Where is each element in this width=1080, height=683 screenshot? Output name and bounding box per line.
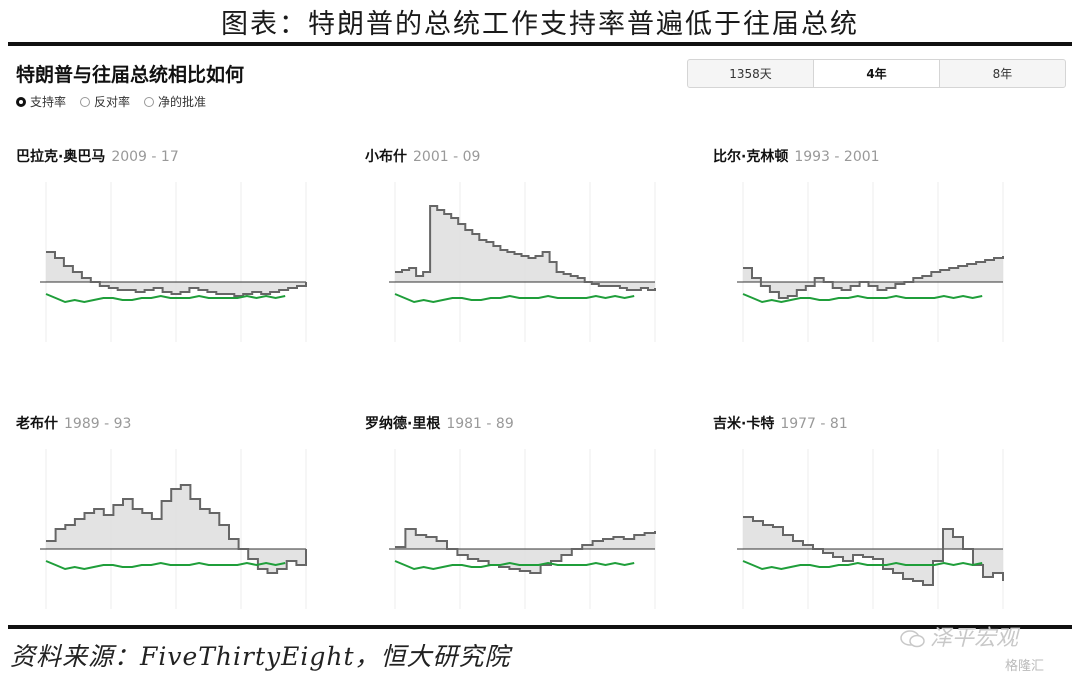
president-years: 1989 - 93 bbox=[64, 416, 132, 432]
chart-carter bbox=[737, 449, 1004, 609]
president-name: 老布什 bbox=[16, 416, 58, 432]
legend-net-label: 净的批准 bbox=[158, 95, 207, 109]
panel-bush-sr: 老布什 1989 - 93 bbox=[16, 413, 336, 633]
president-approval-line bbox=[395, 205, 656, 291]
legend-disapprove-label: 反对率 bbox=[94, 95, 131, 109]
chart-obama bbox=[40, 182, 307, 342]
president-years: 1993 - 2001 bbox=[794, 149, 880, 165]
president-approval-line bbox=[743, 516, 1004, 586]
wechat-icon bbox=[900, 630, 925, 648]
chart-bush bbox=[389, 182, 656, 342]
president-name: 巴拉克·奥巴马 bbox=[16, 149, 106, 165]
president-name: 小布什 bbox=[365, 149, 407, 165]
watermark: 泽平宏观 bbox=[900, 620, 1018, 652]
gap-fill-area bbox=[395, 529, 655, 573]
gap-fill-area bbox=[46, 485, 306, 573]
trump-approval-line bbox=[742, 293, 983, 304]
panel-carter: 吉米·卡特 1977 - 81 bbox=[713, 413, 1033, 633]
chart-bush-sr bbox=[40, 449, 307, 609]
watermark-secondary: 格隆汇 bbox=[1005, 659, 1045, 674]
panel-clinton: 比尔·克林顿 1993 - 2001 bbox=[713, 146, 1033, 366]
bottom-rule bbox=[8, 625, 1072, 629]
panel-header: 老布什 1989 - 93 bbox=[16, 413, 131, 433]
president-name: 罗纳德·里根 bbox=[365, 416, 441, 432]
time-range-tabs: 1358天 4年 8年 bbox=[687, 59, 1066, 88]
president-approval-line bbox=[46, 251, 307, 297]
panel-header: 比尔·克林顿 1993 - 2001 bbox=[713, 146, 880, 166]
trump-approval-line bbox=[394, 293, 635, 304]
trump-approval-line bbox=[742, 560, 983, 571]
president-years: 1981 - 89 bbox=[446, 416, 514, 432]
panel-bush: 小布什 2001 - 09 bbox=[365, 146, 685, 366]
section-title: 特朗普与往届总统相比如何 bbox=[16, 64, 245, 86]
radio-disapprove-icon[interactable] bbox=[80, 96, 91, 107]
legend: 支持率 反对率 净的批准 bbox=[16, 93, 206, 110]
source-note: 资料来源：FiveThirtyEight，恒大研究院 bbox=[10, 642, 511, 671]
president-name: 比尔·克林顿 bbox=[713, 149, 789, 165]
figure-title: 图表：特朗普的总统工作支持率普遍低于往届总统 bbox=[221, 9, 859, 40]
top-rule bbox=[8, 42, 1072, 46]
panel-header: 小布什 2001 - 09 bbox=[365, 146, 480, 166]
gap-fill-area bbox=[395, 206, 655, 290]
president-years: 2009 - 17 bbox=[111, 149, 179, 165]
legend-approve-label: 支持率 bbox=[30, 95, 67, 109]
trump-approval-line bbox=[45, 293, 286, 304]
panel-reagan: 罗纳德·里根 1981 - 89 bbox=[365, 413, 685, 633]
tab-8-years[interactable]: 8年 bbox=[992, 67, 1013, 81]
president-years: 1977 - 81 bbox=[780, 416, 848, 432]
president-approval-line bbox=[46, 484, 307, 574]
legend-approve[interactable]: 支持率 bbox=[16, 93, 66, 110]
legend-net[interactable]: 净的批准 bbox=[144, 93, 206, 110]
gap-fill-area bbox=[743, 256, 1003, 298]
president-approval-line bbox=[743, 256, 1004, 299]
trump-approval-line bbox=[45, 560, 286, 571]
panel-header: 罗纳德·里根 1981 - 89 bbox=[365, 413, 514, 433]
panel-header: 巴拉克·奥巴马 2009 - 17 bbox=[16, 146, 179, 166]
tab-1358-days[interactable]: 1358天 bbox=[688, 60, 814, 87]
chart-clinton bbox=[737, 182, 1004, 342]
panel-header: 吉米·卡特 1977 - 81 bbox=[713, 413, 848, 433]
president-name: 吉米·卡特 bbox=[713, 416, 775, 432]
radio-net-icon[interactable] bbox=[144, 96, 155, 107]
gap-fill-area bbox=[46, 252, 306, 296]
watermark-text: 泽平宏观 bbox=[930, 626, 1019, 651]
trump-approval-line bbox=[394, 560, 635, 571]
gap-fill-area bbox=[743, 517, 1003, 585]
president-approval-line bbox=[395, 528, 656, 574]
radio-approve-icon[interactable] bbox=[16, 96, 26, 107]
panel-obama: 巴拉克·奥巴马 2009 - 17 bbox=[16, 146, 336, 366]
tab-4-years[interactable]: 4年 bbox=[814, 60, 940, 87]
chart-reagan bbox=[389, 449, 656, 609]
president-years: 2001 - 09 bbox=[413, 149, 481, 165]
legend-disapprove[interactable]: 反对率 bbox=[80, 93, 130, 110]
